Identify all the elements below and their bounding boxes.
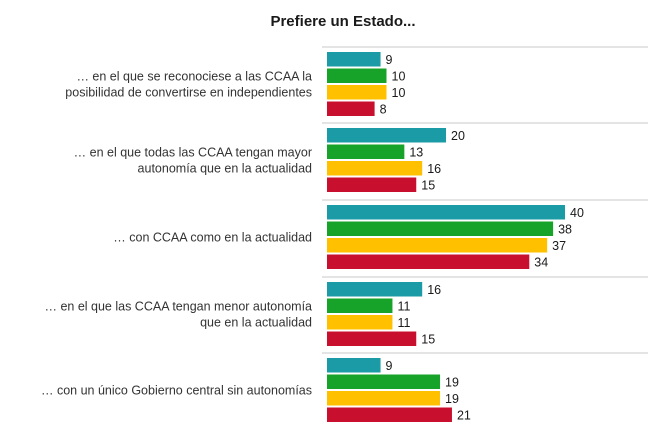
- value-label: 9: [386, 53, 393, 67]
- value-label: 19: [445, 392, 459, 406]
- bar: [327, 407, 452, 422]
- chart-title: Prefiere un Estado...: [270, 13, 415, 30]
- bar: [327, 144, 405, 159]
- category-label: autonomía que en la actualidad: [138, 162, 312, 176]
- value-label: 16: [427, 162, 441, 176]
- bar: [327, 68, 387, 83]
- bar: [327, 161, 423, 176]
- value-label: 10: [392, 86, 406, 100]
- category-label: … en el que las CCAA tengan menor autono…: [44, 300, 312, 314]
- bar: [327, 128, 446, 143]
- value-label: 15: [421, 332, 435, 346]
- category-label: … en el que se reconociese a las CCAA la: [76, 70, 312, 84]
- value-label: 40: [570, 206, 584, 220]
- category-label: … en el que todas las CCAA tengan mayor: [74, 146, 312, 160]
- bar: [327, 374, 441, 389]
- bar: [327, 254, 530, 269]
- value-label: 38: [558, 222, 572, 236]
- value-label: 19: [445, 375, 459, 389]
- category-label: … con un único Gobierno central sin auto…: [41, 384, 312, 398]
- value-label: 9: [386, 359, 393, 373]
- bar: [327, 391, 441, 406]
- bar: [327, 315, 393, 330]
- value-label: 34: [534, 255, 548, 269]
- bar: [327, 331, 417, 346]
- bar: [327, 205, 565, 220]
- value-label: 21: [457, 408, 471, 422]
- bar: [327, 221, 554, 236]
- category-label: … con CCAA como en la actualidad: [113, 231, 312, 245]
- bar: [327, 238, 548, 253]
- bar: [327, 282, 423, 297]
- value-label: 10: [392, 69, 406, 83]
- value-label: 20: [451, 129, 465, 143]
- value-label: 11: [397, 299, 410, 313]
- bar: [327, 358, 381, 373]
- bar: [327, 177, 417, 192]
- bar: [327, 85, 387, 100]
- bar: [327, 298, 393, 313]
- value-label: 16: [427, 283, 441, 297]
- bar: [327, 101, 375, 116]
- category-label: que en la actualidad: [200, 316, 312, 330]
- value-label: 11: [397, 316, 410, 330]
- category-label: posibilidad de convertirse en independie…: [65, 86, 312, 100]
- value-label: 8: [380, 102, 387, 116]
- bar: [327, 52, 381, 67]
- value-label: 37: [552, 239, 566, 253]
- value-label: 15: [421, 178, 435, 192]
- value-label: 13: [409, 145, 423, 159]
- plot-area: … en el que se reconociese a las CCAA la…: [41, 46, 648, 422]
